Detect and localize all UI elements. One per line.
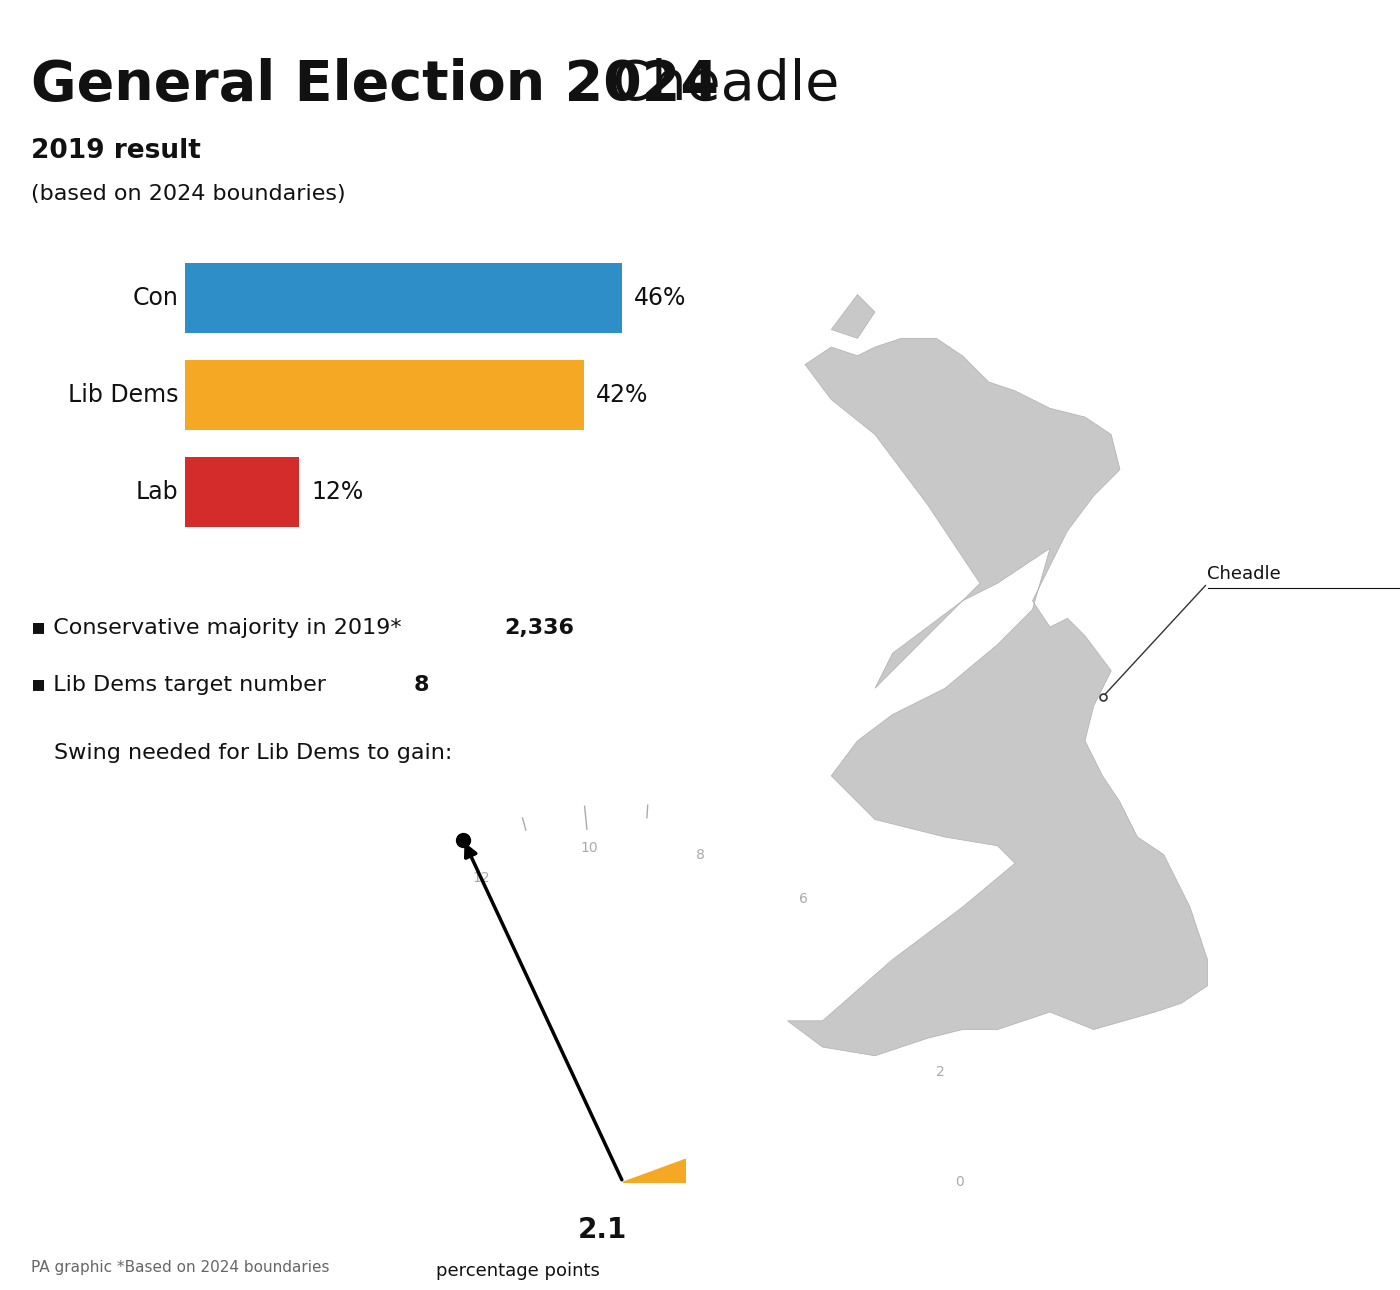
Text: 2.1: 2.1: [577, 1216, 627, 1244]
Text: 42%: 42%: [596, 383, 648, 408]
Polygon shape: [623, 1053, 1001, 1183]
Bar: [185, 457, 300, 528]
Text: Lib Dems: Lib Dems: [69, 383, 179, 408]
Text: Swing needed for Lib Dems to gain:: Swing needed for Lib Dems to gain:: [55, 743, 452, 764]
Text: 12: 12: [472, 871, 490, 885]
Text: 6: 6: [799, 891, 808, 906]
Text: 2019 result: 2019 result: [31, 138, 200, 164]
Bar: [185, 360, 584, 431]
Text: 8: 8: [414, 675, 430, 695]
Bar: [185, 263, 622, 333]
Text: Lab: Lab: [136, 480, 179, 504]
Text: 0: 0: [955, 1175, 963, 1189]
Text: 8: 8: [696, 849, 706, 862]
Text: 2: 2: [937, 1066, 945, 1078]
Polygon shape: [832, 294, 875, 338]
Text: General Election 2024: General Election 2024: [31, 58, 718, 112]
Text: 2,336: 2,336: [504, 618, 574, 637]
Text: ▪ Lib Dems target number: ▪ Lib Dems target number: [31, 675, 333, 695]
Text: 12%: 12%: [311, 480, 364, 504]
Text: 10: 10: [580, 841, 598, 855]
Text: Con: Con: [133, 286, 179, 310]
Text: PA graphic *Based on 2024 boundaries: PA graphic *Based on 2024 boundaries: [31, 1259, 329, 1275]
Text: Cheadle: Cheadle: [595, 58, 840, 112]
Polygon shape: [787, 338, 1207, 1055]
Text: 4: 4: [882, 968, 890, 980]
Text: ▪ Conservative majority in 2019*: ▪ Conservative majority in 2019*: [31, 618, 409, 637]
Text: 46%: 46%: [634, 286, 686, 310]
Text: (based on 2024 boundaries): (based on 2024 boundaries): [31, 184, 346, 204]
Text: percentage points: percentage points: [435, 1262, 601, 1280]
Text: Cheadle: Cheadle: [1207, 565, 1281, 583]
